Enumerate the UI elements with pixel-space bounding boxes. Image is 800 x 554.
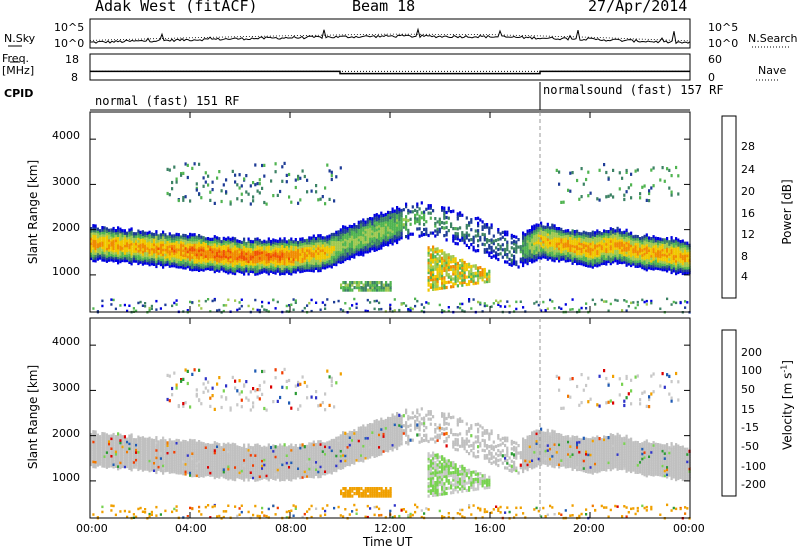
freq-right-tick-bottom: 0	[708, 71, 715, 84]
noise-right-tick-bottom: 10^0	[708, 37, 739, 50]
power-ytick-2000: 2000	[52, 221, 80, 234]
xtick-1200: 12:00	[374, 522, 406, 535]
power-cbar-tick-28: 28	[741, 140, 755, 153]
xtick-2000: 20:00	[573, 522, 605, 535]
vel-cbar-tick-neg15: -15	[741, 421, 759, 434]
freq-right-tick-top: 60	[708, 53, 722, 66]
noise-right-tick-top: 10^5	[708, 21, 739, 34]
velocity-heatmap	[90, 367, 691, 520]
power-cbar-tick-8: 8	[741, 250, 748, 263]
freq-label: Freq.	[2, 52, 30, 65]
velocity-ytick-1000: 1000	[52, 471, 80, 484]
freq-panel-frame	[89, 53, 691, 81]
noise-panel-frame	[89, 18, 691, 49]
freq-left-tick-top: 18	[65, 53, 79, 66]
velocity-colorbar-frame	[721, 329, 737, 497]
noise-sky-line	[90, 27, 691, 45]
date-label: 27/Apr/2014	[588, 0, 688, 15]
velocity-ytick-2000: 2000	[52, 427, 80, 440]
xaxis-label: Time UT	[363, 535, 413, 549]
cpid-normal-label: normal (fast) 151 RF	[95, 94, 240, 108]
chart-title: Adak West (fitACF)	[95, 0, 258, 15]
noise-search-line	[89, 33, 691, 42]
cpid-normalsound-label: normalsound (fast) 157 RF	[543, 83, 724, 97]
vel-cbar-tick-15: 15	[741, 403, 755, 416]
power-ytick-1000: 1000	[52, 265, 80, 278]
xtick-1600: 16:00	[474, 522, 506, 535]
power-ytick-4000: 4000	[52, 129, 80, 142]
freq-unit-label: [MHz]	[2, 64, 35, 77]
power-cbar-tick-4: 4	[741, 270, 748, 283]
nave-label: Nave	[758, 64, 787, 77]
xtick-0400: 04:00	[175, 522, 207, 535]
power-cbar-tick-24: 24	[741, 163, 755, 176]
cpid-label: CPID	[4, 87, 34, 100]
nsearch-label: N.Search	[748, 32, 798, 45]
velocity-ytick-4000: 4000	[52, 335, 80, 348]
xtick-0000: 00:00	[76, 522, 108, 535]
power-cbar-tick-16: 16	[741, 207, 755, 220]
power-cbar-tick-20: 20	[741, 185, 755, 198]
vel-cbar-tick-100: 100	[741, 364, 762, 377]
vel-cbar-tick-neg200: -200	[741, 478, 766, 491]
vel-cbar-tick-neg50: -50	[741, 440, 759, 453]
power-colorbar-frame	[721, 115, 737, 299]
beam-label: Beam 18	[352, 0, 416, 15]
vel-cbar-tick-50: 50	[741, 383, 755, 396]
xtick-0800: 08:00	[275, 522, 307, 535]
power-cbar-tick-12: 12	[741, 228, 755, 241]
noise-left-tick-bottom: 10^0	[54, 37, 85, 50]
vel-cbar-tick-200: 200	[741, 346, 762, 359]
freq-left-tick-bottom: 8	[71, 71, 78, 84]
power-ytick-3000: 3000	[52, 175, 80, 188]
velocity-ytick-3000: 3000	[52, 381, 80, 394]
nsky-label: N.Sky	[4, 32, 36, 45]
vel-cbar-tick-neg100: -100	[741, 460, 766, 473]
power-heatmap	[90, 161, 691, 314]
xtick-2400: 00:00	[673, 522, 705, 535]
noise-left-tick-top: 10^5	[54, 21, 85, 34]
